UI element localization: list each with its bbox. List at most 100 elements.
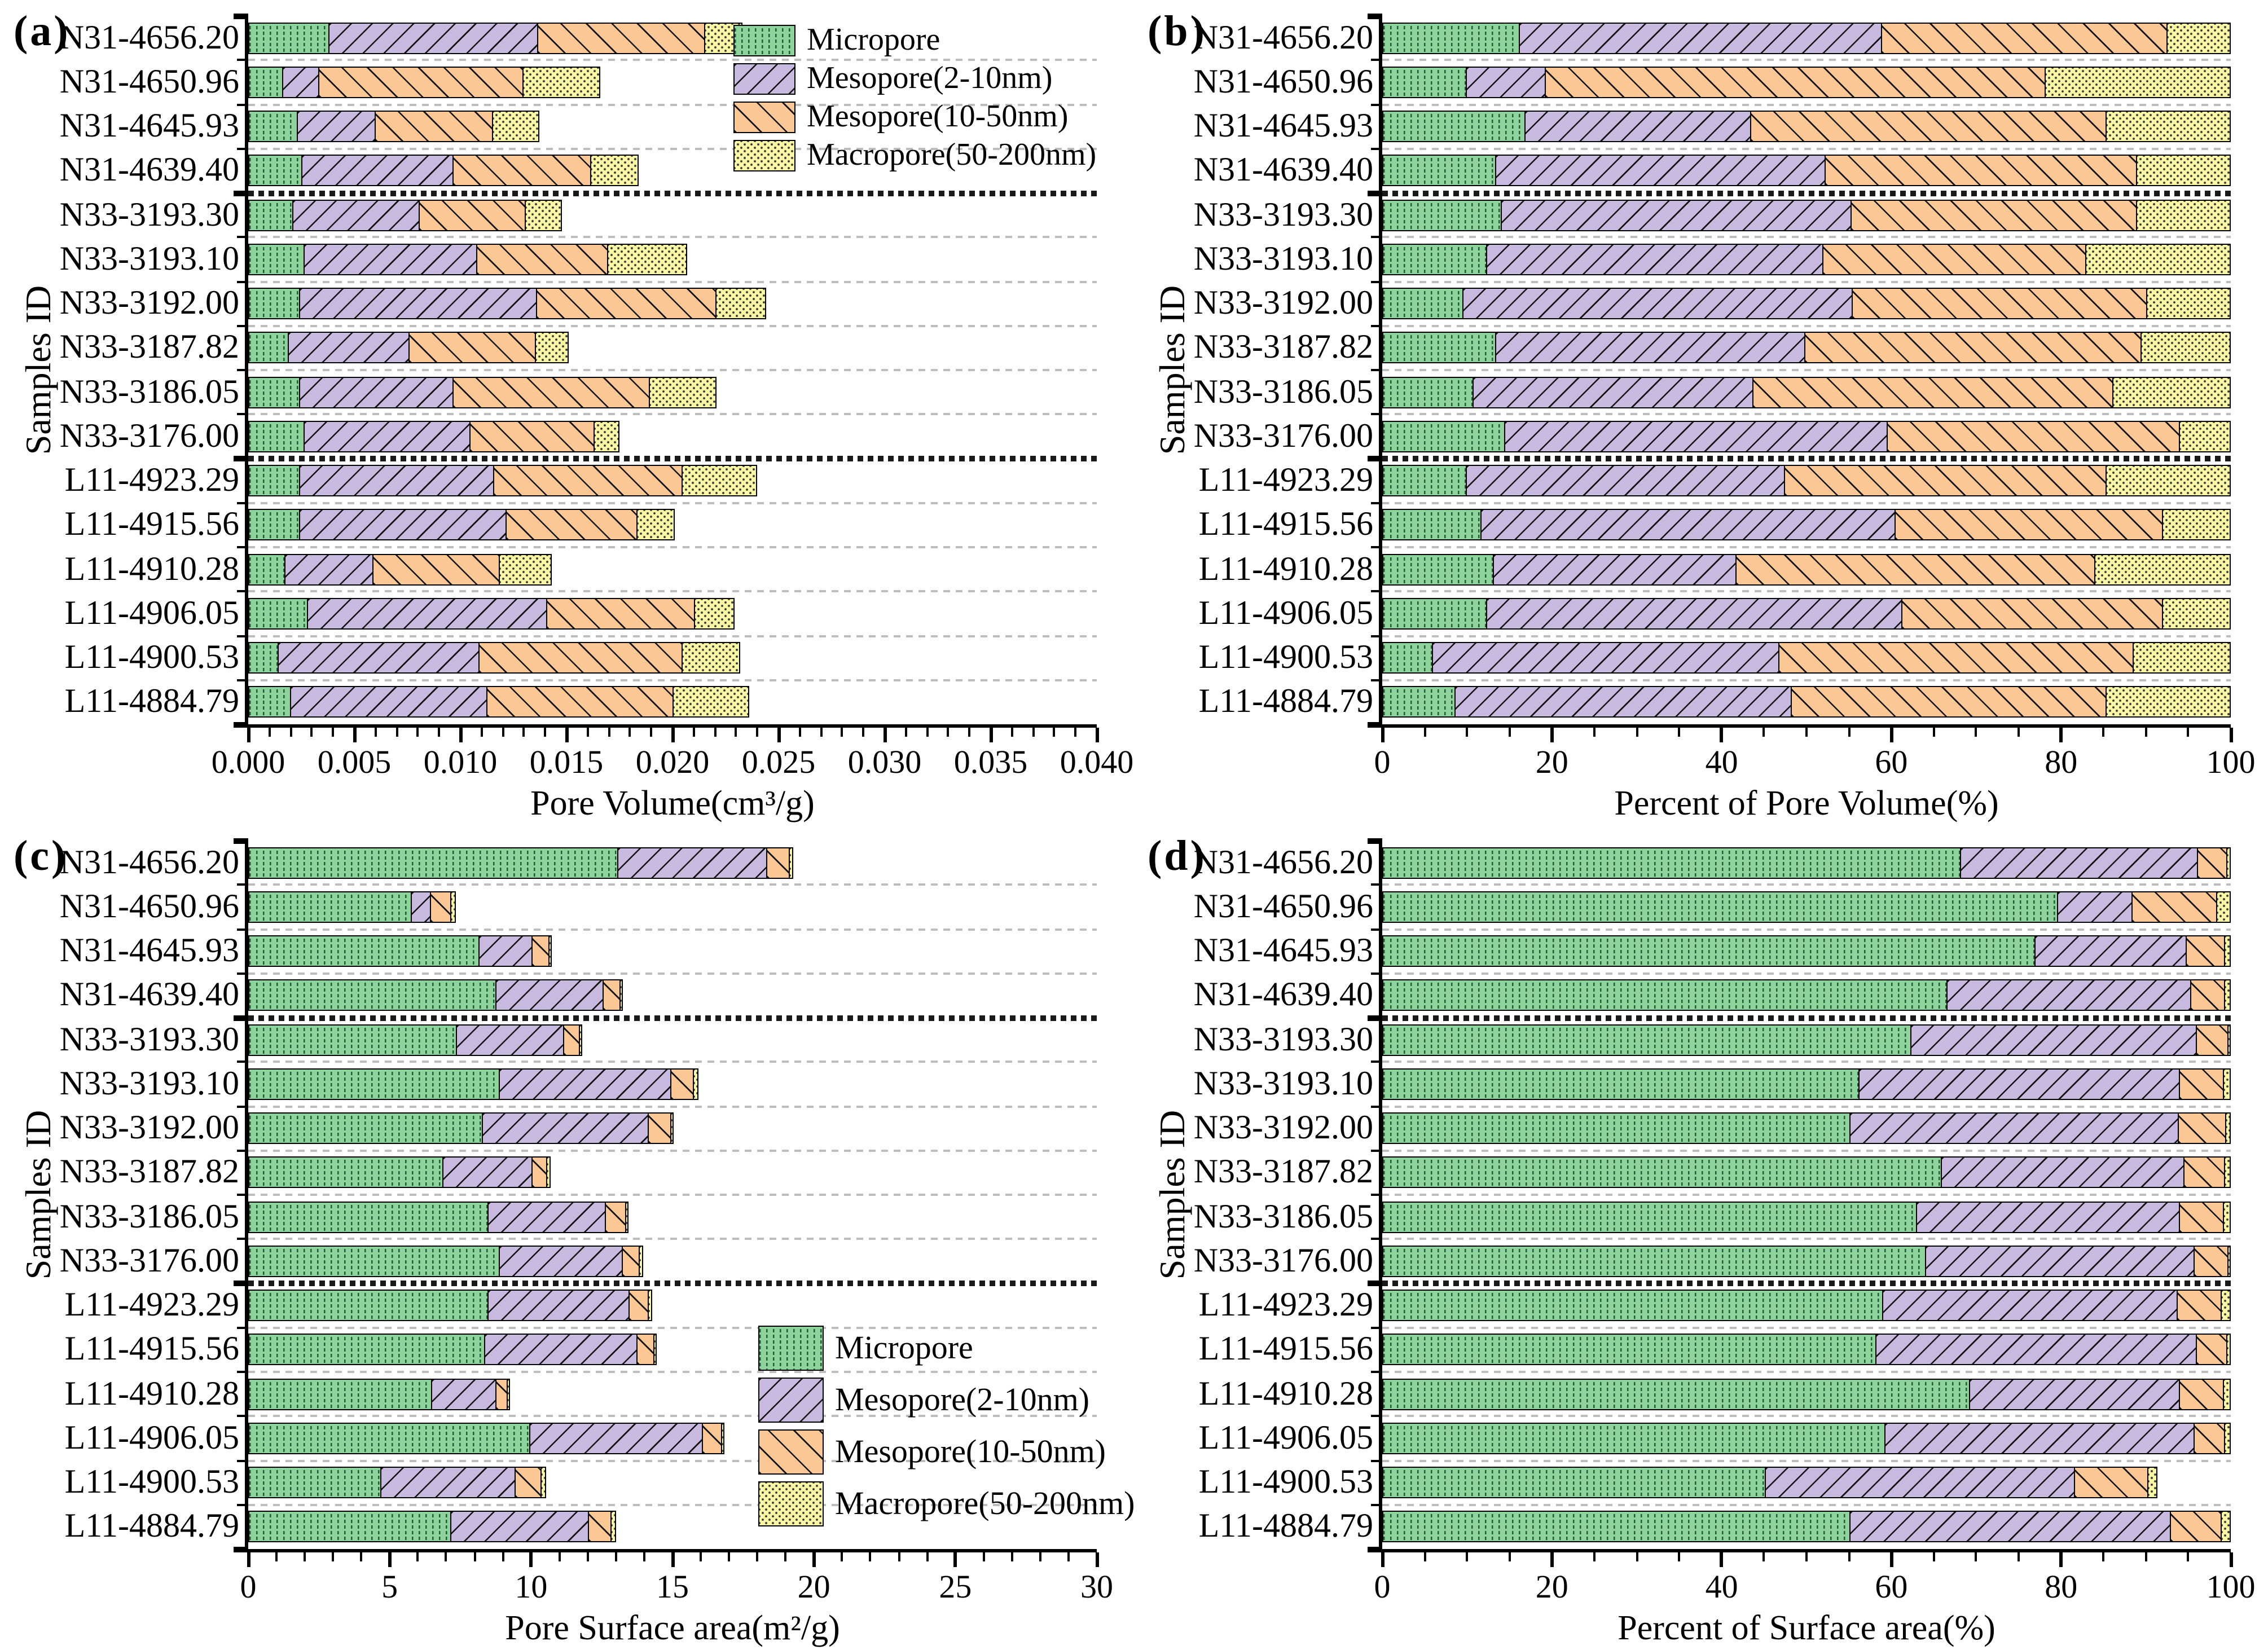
row-gridline (248, 546, 1097, 548)
x-minor-tick (304, 1552, 306, 1561)
x-major-tick (953, 1552, 957, 1567)
bar-segment-mesopore-2-10 (283, 67, 319, 97)
stacked-bar (248, 509, 675, 541)
x-minor-tick (1975, 728, 1977, 737)
bar-segment-mesopore-10-50 (649, 1114, 672, 1143)
sample-label: L11-4923.29 (1198, 461, 1373, 499)
bar-segment-mesopore-10-50 (454, 377, 650, 407)
y-tick (1371, 1503, 1382, 1506)
y-tick (1371, 147, 1382, 150)
x-minor-tick (445, 1552, 447, 1561)
x-minor-tick (1848, 728, 1851, 737)
x-minor-tick (332, 728, 335, 737)
bar-segment-micropore (249, 980, 497, 1010)
bar-segment-macropore (547, 1158, 550, 1187)
x-tick-label: 0.020 (635, 745, 710, 781)
y-tick (1371, 1326, 1382, 1329)
bar-segment-micropore (1383, 1468, 1766, 1498)
x-tick-label: 10 (515, 1569, 548, 1605)
y-tick (237, 324, 248, 327)
x-major-tick (1720, 728, 1724, 742)
x-tick-label: 0.010 (423, 745, 498, 781)
sample-label: N33-3186.05 (59, 1198, 239, 1235)
bar-segment-mesopore-10-50 (2171, 1512, 2221, 1542)
y-tick (237, 1326, 248, 1329)
x-minor-tick (268, 728, 271, 737)
bar-segment-macropore (2137, 200, 2230, 230)
y-tick (234, 721, 248, 727)
stacked-bar (248, 553, 552, 586)
x-tick-label: 0.000 (211, 745, 285, 781)
y-tick (237, 369, 248, 371)
sample-label: N31-4650.96 (59, 63, 239, 100)
sample-label: N31-4656.20 (59, 843, 239, 881)
x-minor-tick (869, 1552, 872, 1561)
bar-segment-mesopore-10-50 (479, 643, 683, 673)
bar-segment-mesopore-2-10 (1947, 980, 2192, 1010)
bar-segment-mesopore-2-10 (480, 936, 533, 966)
stacked-bar (248, 1422, 725, 1454)
x-minor-tick (1074, 728, 1077, 737)
stacked-bar (248, 1378, 510, 1410)
sample-label: N33-3176.00 (59, 417, 239, 455)
row-gridline (1382, 103, 2231, 105)
bar-segment-micropore (249, 687, 292, 717)
x-axis-title: Pore Surface area(m²/g) (505, 1608, 840, 1647)
bar-segment-mesopore-10-50 (1882, 23, 2168, 53)
row-gridline (1382, 1149, 2231, 1152)
panel-a: (a) Samples ID N31-4656.20 N31-4650.96 N31-4… (0, 0, 1134, 825)
bar-segment-mesopore-2-10 (499, 1246, 623, 1276)
bar-segment-mesopore-2-10 (1487, 599, 1902, 628)
bar-segment-micropore (249, 1468, 381, 1498)
bar-segment-micropore (249, 1114, 483, 1143)
bar-segment-micropore (249, 244, 305, 274)
stacked-bar (248, 243, 688, 275)
group-separator (248, 190, 1097, 196)
bar-segment-macropore (2045, 67, 2230, 97)
sample-label: L11-4915.56 (64, 505, 239, 543)
bar-segment-mesopore-2-10 (293, 200, 420, 230)
stacked-bar (248, 111, 539, 143)
x-minor-tick (926, 728, 929, 737)
row-gridline (248, 883, 1097, 886)
panel-letter-b: (b) (1148, 8, 1207, 55)
bar-segment-mesopore-10-50 (1826, 156, 2137, 186)
group-separator (248, 1281, 1097, 1286)
y-tick (1371, 1061, 1382, 1063)
legend-item: Micropore (733, 23, 940, 59)
bar-segment-mesopore-10-50 (420, 200, 525, 230)
row-gridline (1382, 147, 2231, 150)
y-tick (1368, 1281, 1382, 1286)
sample-label: L11-4900.53 (64, 639, 239, 676)
x-minor-tick (1593, 1552, 1595, 1561)
bar-segment-mesopore-10-50 (1805, 333, 2142, 363)
y-tick (237, 1194, 248, 1196)
bar-segment-micropore (1383, 333, 1496, 363)
sample-label: N33-3193.30 (59, 1020, 239, 1058)
bar-segment-mesopore-10-50 (2197, 848, 2227, 878)
stacked-bar (1382, 597, 2231, 630)
stacked-bar (1382, 66, 2231, 98)
x-major-tick (671, 1552, 674, 1567)
stacked-bar (1382, 465, 2231, 497)
bar-segment-macropore (2137, 156, 2230, 186)
sample-label: L11-4906.05 (1198, 1419, 1373, 1457)
bar-segment-micropore (249, 643, 279, 673)
sample-label: L11-4906.05 (64, 594, 239, 632)
bar-segment-mesopore-2-10 (1481, 510, 1896, 540)
y-tick (1371, 1459, 1382, 1462)
x-minor-tick (756, 1552, 759, 1561)
y-tick (234, 1546, 248, 1552)
row-gridline (248, 147, 1097, 150)
x-tick-label: 0.015 (529, 745, 604, 781)
row-gridline (248, 1061, 1097, 1063)
bar-segment-micropore (249, 23, 330, 53)
x-minor-tick (438, 728, 441, 737)
bar-segment-mesopore-2-10 (1911, 1025, 2197, 1055)
y-tick (1371, 679, 1382, 681)
stacked-bar (248, 1511, 616, 1543)
bar-segment-macropore (620, 980, 622, 1010)
sample-label: N33-3186.05 (59, 373, 239, 411)
bar-segment-micropore (249, 1246, 500, 1276)
